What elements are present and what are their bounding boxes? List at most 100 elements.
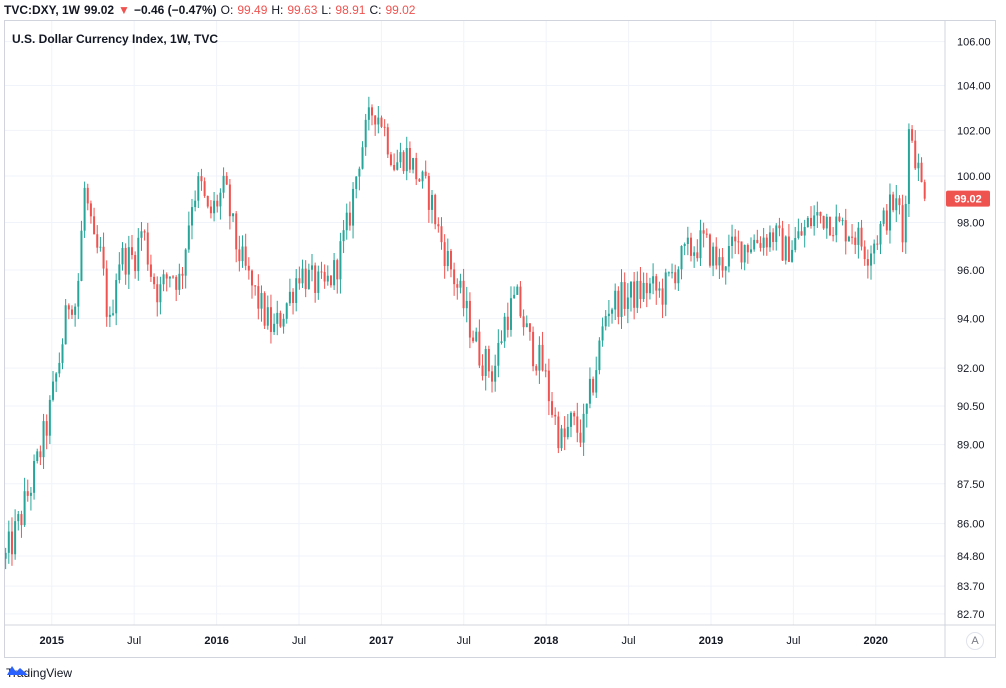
footer: TradingView <box>6 663 72 683</box>
candle <box>879 221 882 255</box>
candle <box>797 218 800 240</box>
candle <box>639 266 642 309</box>
candle <box>254 285 257 296</box>
candle <box>83 181 86 238</box>
candle <box>825 213 828 239</box>
candle <box>844 208 847 255</box>
candle <box>61 338 64 370</box>
candle <box>680 245 683 280</box>
candle <box>554 407 557 425</box>
candle <box>689 232 692 262</box>
candle <box>667 271 670 277</box>
change-down-icon: ▼ <box>118 3 130 17</box>
candle <box>67 303 70 320</box>
candle <box>544 363 547 378</box>
candle <box>165 272 168 292</box>
candle <box>213 191 216 222</box>
candle <box>29 486 32 511</box>
candle <box>645 272 648 308</box>
candle <box>705 228 708 238</box>
candle <box>847 235 850 242</box>
candle <box>162 269 165 292</box>
candle <box>677 266 680 291</box>
candle <box>911 125 914 143</box>
candle <box>159 276 162 315</box>
price-tick-label: 83.70 <box>957 581 985 593</box>
auto-scale-button[interactable]: A <box>966 632 984 650</box>
candle <box>112 299 115 317</box>
candle <box>48 395 51 445</box>
time-tick-label: 2016 <box>204 635 228 647</box>
candle <box>528 323 531 341</box>
candle <box>156 276 159 317</box>
candle <box>592 376 595 396</box>
candle <box>260 285 263 322</box>
candle <box>86 183 89 211</box>
candle <box>23 477 26 527</box>
high-value: 99.63 <box>287 3 318 17</box>
time-tick-label: 2018 <box>534 635 558 647</box>
candle <box>519 281 522 318</box>
time-axis: 2015 Jul 2016 Jul 2017 Jul 2018 Jul 2019 Jul 2020 <box>40 635 888 647</box>
candle <box>781 220 784 261</box>
candle <box>629 281 632 312</box>
candle <box>418 178 421 182</box>
candle <box>743 244 746 271</box>
price-tick-label: 82.70 <box>957 609 985 621</box>
candle <box>699 219 702 267</box>
candle <box>557 411 560 454</box>
candle <box>257 274 260 320</box>
candle <box>33 454 36 500</box>
brand-name[interactable]: TradingView <box>6 666 73 680</box>
candle <box>311 253 314 282</box>
last-price-tag-label: 99.02 <box>954 194 982 206</box>
candle <box>70 305 73 319</box>
candle <box>658 281 661 298</box>
candle <box>573 410 576 426</box>
candle <box>683 242 686 256</box>
candle <box>247 257 250 280</box>
symbol-name[interactable]: TVC:DXY, 1W <box>4 3 81 17</box>
candle <box>813 205 816 236</box>
candle <box>810 206 813 229</box>
candle <box>727 234 730 273</box>
candle <box>775 223 778 251</box>
candle <box>55 372 58 393</box>
chart-frame <box>4 20 996 658</box>
candle <box>352 182 355 239</box>
candle <box>588 367 591 409</box>
candle <box>664 268 667 317</box>
candle <box>181 267 184 290</box>
candle <box>197 172 200 209</box>
candle <box>551 392 554 418</box>
price-tick-label: 84.80 <box>957 551 985 563</box>
candle <box>52 371 55 402</box>
candle <box>232 213 235 223</box>
candle <box>822 215 825 230</box>
candle <box>389 151 392 167</box>
candle <box>851 224 854 245</box>
candle <box>585 403 588 428</box>
price-chart[interactable]: 106.00 104.00 102.00 100.00 98.00 96.00 94.00 9… <box>0 0 1006 660</box>
close-label: C: <box>369 3 382 17</box>
price-tick-label: 94.00 <box>957 314 985 326</box>
candle <box>617 286 620 325</box>
candle <box>10 517 13 566</box>
candle <box>708 233 711 268</box>
candle <box>484 345 487 391</box>
candle <box>367 96 370 131</box>
candle <box>396 149 399 171</box>
candle <box>598 337 601 375</box>
candle <box>412 157 415 174</box>
candle <box>361 141 364 170</box>
candle <box>105 260 108 327</box>
candle <box>77 273 80 320</box>
candle <box>7 520 10 564</box>
time-tick-label: Jul <box>457 635 471 647</box>
candle <box>579 419 582 448</box>
candle <box>393 153 396 172</box>
candle <box>295 269 298 312</box>
candle <box>491 365 494 393</box>
time-tick-label: 2020 <box>864 635 888 647</box>
candle <box>762 227 765 256</box>
